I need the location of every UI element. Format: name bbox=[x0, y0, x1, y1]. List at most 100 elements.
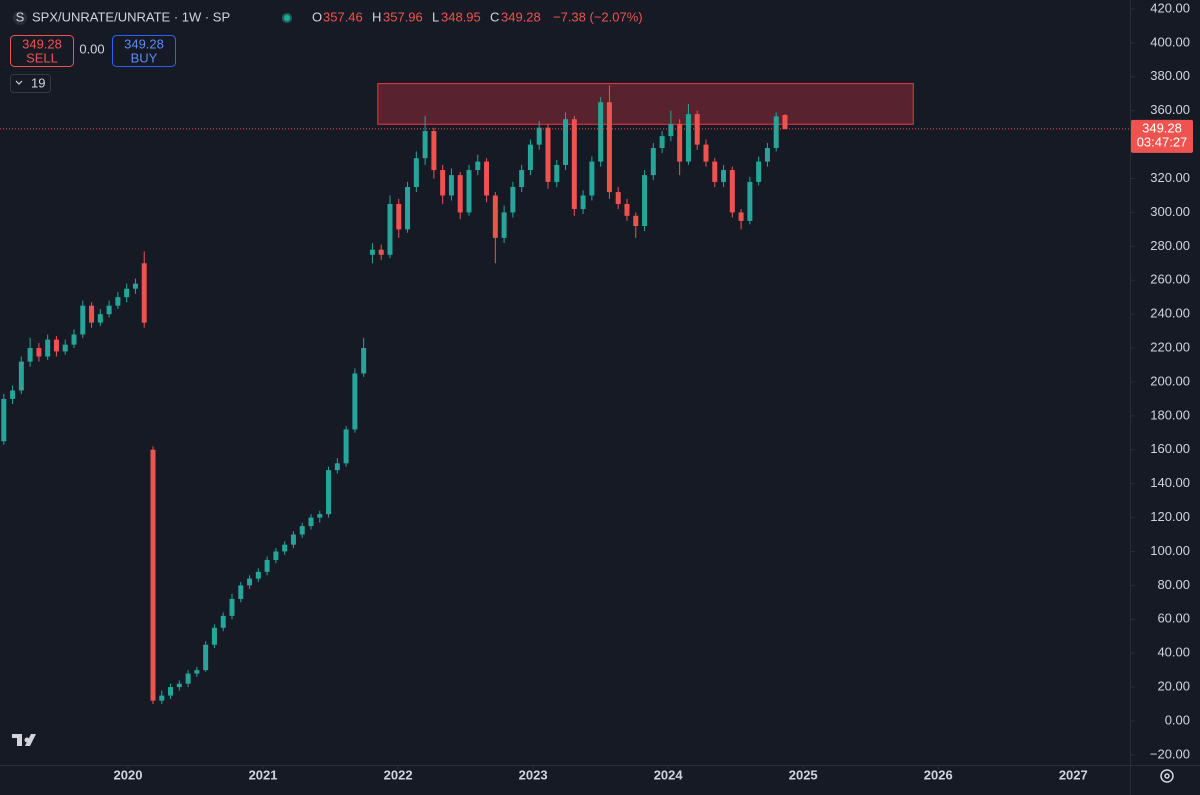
ohlc-letter: L bbox=[432, 9, 439, 24]
ohlc-letter: C bbox=[490, 9, 499, 24]
y-tick-label: 120.00 bbox=[1150, 509, 1190, 524]
candle-body bbox=[247, 578, 253, 586]
candle-body bbox=[606, 102, 612, 193]
buy-price: 349.28 bbox=[124, 36, 164, 51]
symbol-icon[interactable] bbox=[13, 11, 27, 25]
candle-body bbox=[106, 305, 112, 315]
y-tick-label: −20.00 bbox=[1150, 746, 1190, 761]
y-tick-label: 240.00 bbox=[1150, 306, 1190, 321]
candle-body bbox=[317, 514, 323, 518]
candle-body bbox=[255, 571, 261, 579]
countdown-label: 03:47:27 bbox=[1137, 134, 1188, 149]
candle-body bbox=[387, 203, 393, 255]
plot-area bbox=[0, 83, 1130, 705]
candle-body bbox=[615, 192, 621, 204]
y-tick-label: 160.00 bbox=[1150, 441, 1190, 456]
buy-label: BUY bbox=[131, 50, 158, 65]
candle-body bbox=[519, 170, 525, 187]
candle-body bbox=[405, 186, 411, 230]
candle-body bbox=[729, 170, 735, 213]
candle-body bbox=[115, 297, 121, 306]
candle-body bbox=[229, 598, 235, 616]
x-tick-label: 2020 bbox=[114, 767, 143, 782]
candle-body bbox=[334, 463, 340, 471]
candle-body bbox=[773, 116, 779, 149]
ohlc-letter: H bbox=[372, 9, 381, 24]
candle-body bbox=[141, 263, 147, 323]
chevron bbox=[15, 80, 23, 85]
candle-body bbox=[510, 186, 516, 213]
y-tick-label: 60.00 bbox=[1157, 611, 1190, 626]
candle-body bbox=[361, 348, 367, 374]
ohlc-value: 357.96 bbox=[383, 9, 423, 24]
logo[interactable] bbox=[12, 734, 36, 746]
candle-body bbox=[466, 170, 472, 213]
spread: 0.00 bbox=[79, 41, 104, 56]
candle-body bbox=[413, 158, 419, 187]
y-tick-label: 420.00 bbox=[1150, 0, 1190, 15]
sell-button[interactable] bbox=[10, 35, 74, 67]
candle-body bbox=[203, 644, 209, 671]
candle-body bbox=[668, 124, 674, 137]
buy-button[interactable] bbox=[112, 35, 176, 67]
candle-body bbox=[747, 181, 753, 221]
candle-body bbox=[97, 314, 103, 323]
candle-body bbox=[563, 119, 569, 165]
settings-icon-center bbox=[1164, 773, 1170, 779]
candle-body bbox=[168, 687, 174, 696]
candle-body bbox=[484, 161, 490, 196]
candle-body bbox=[642, 175, 648, 226]
candle-body bbox=[501, 212, 507, 238]
candle-body bbox=[440, 170, 446, 196]
candle-body bbox=[422, 131, 428, 159]
candle-body bbox=[624, 203, 630, 216]
candle-body bbox=[448, 175, 454, 196]
candle-body bbox=[685, 114, 691, 162]
candle-body bbox=[290, 534, 296, 545]
y-tick-label: 80.00 bbox=[1157, 577, 1190, 592]
x-tick-label: 2021 bbox=[249, 767, 278, 782]
candle-body bbox=[536, 127, 542, 145]
candle-body bbox=[431, 131, 437, 171]
candle-body bbox=[176, 683, 182, 688]
resistance-zone bbox=[377, 83, 914, 125]
candle-body bbox=[721, 170, 727, 182]
candle-body bbox=[159, 695, 165, 701]
candle-body bbox=[659, 136, 665, 149]
candle-body bbox=[45, 339, 51, 357]
candle-body bbox=[378, 249, 384, 255]
y-tick-label: 200.00 bbox=[1150, 373, 1190, 388]
y-tick-label: 360.00 bbox=[1150, 102, 1190, 117]
y-tick-label: 100.00 bbox=[1150, 543, 1190, 558]
y-tick-label: 0.00 bbox=[1165, 712, 1190, 727]
y-tick-label: 20.00 bbox=[1157, 679, 1190, 694]
y-tick-label: 300.00 bbox=[1150, 204, 1190, 219]
candle-body bbox=[677, 124, 683, 162]
indicators-toggle[interactable] bbox=[10, 74, 51, 93]
candle-body bbox=[211, 627, 217, 645]
y-tick-label: 380.00 bbox=[1150, 68, 1190, 83]
candle-body bbox=[326, 470, 332, 515]
last-price-label: 349.28 bbox=[1142, 120, 1182, 135]
candle-body bbox=[185, 673, 191, 684]
candle-body bbox=[132, 283, 138, 289]
candle-body bbox=[396, 203, 402, 230]
candle-body bbox=[273, 551, 279, 560]
settings-icon[interactable] bbox=[1160, 769, 1174, 783]
candle-body bbox=[571, 119, 577, 210]
candle-body bbox=[738, 212, 744, 221]
candle-body bbox=[220, 615, 226, 628]
y-tick-label: 140.00 bbox=[1150, 475, 1190, 490]
y-tick-label: 220.00 bbox=[1150, 339, 1190, 354]
candle-body bbox=[527, 144, 533, 171]
candle-body bbox=[264, 559, 270, 572]
candle-body bbox=[782, 115, 788, 129]
candle-body bbox=[650, 148, 656, 176]
x-tick-label: 2024 bbox=[654, 767, 684, 782]
candle-body bbox=[475, 161, 481, 171]
symbol-title[interactable]: SPX/UNRATE/UNRATE · 1W · SP bbox=[32, 9, 230, 24]
ohlc-letter: O bbox=[312, 9, 322, 24]
last-price-box bbox=[1131, 119, 1193, 153]
sell-price: 349.28 bbox=[22, 36, 62, 51]
